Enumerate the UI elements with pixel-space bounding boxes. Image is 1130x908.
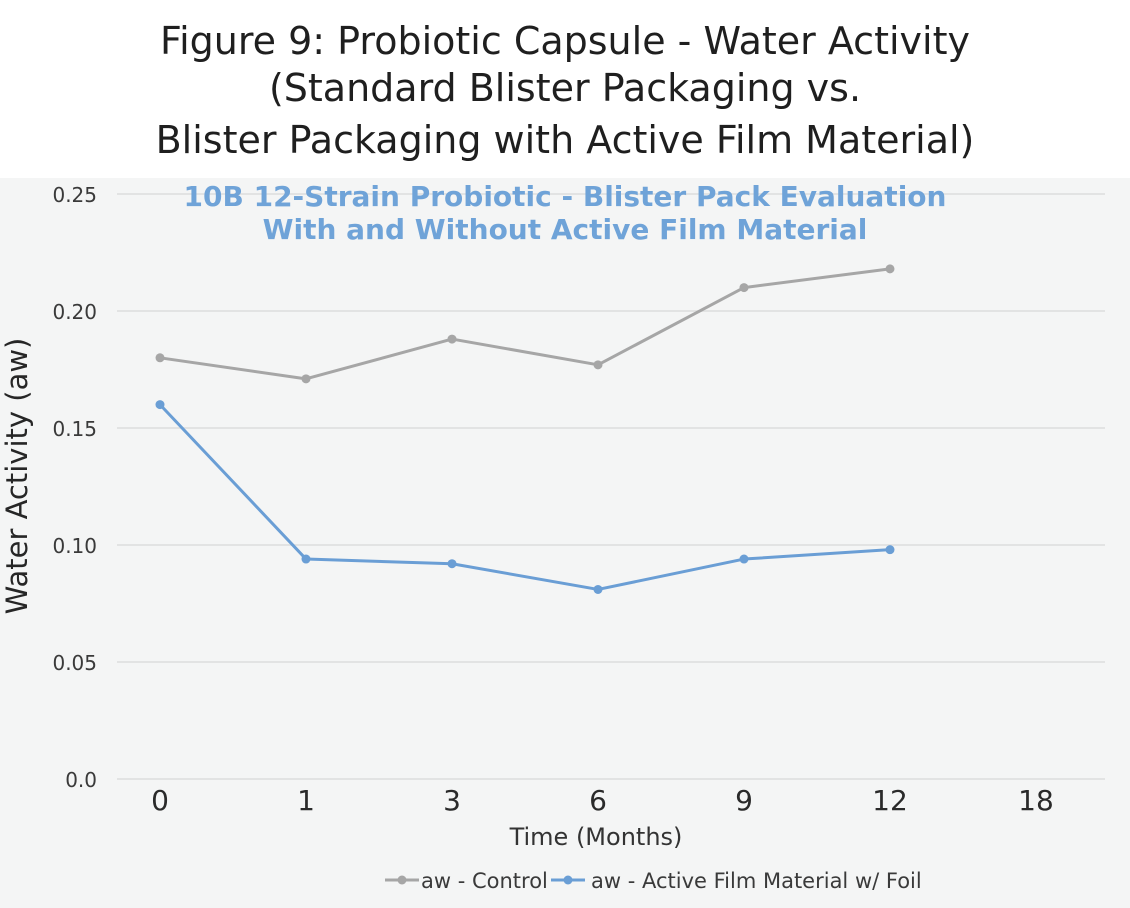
figure-title-line-1: Figure 9: Probiotic Capsule - Water Acti… bbox=[160, 19, 970, 63]
x-tick-label: 18 bbox=[1018, 784, 1054, 817]
x-tick-label: 3 bbox=[443, 784, 461, 817]
y-tick-label: 0.05 bbox=[52, 651, 97, 675]
x-tick-label: 1 bbox=[297, 784, 315, 817]
y-tick-label: 0.25 bbox=[52, 183, 97, 207]
figure-title-line-3: Blister Packaging with Active Film Mater… bbox=[155, 118, 975, 162]
x-tick-label: 0 bbox=[151, 784, 169, 817]
data-point-control bbox=[155, 353, 165, 363]
data-point-active-film bbox=[739, 554, 749, 564]
chart-subtitle: With and Without Active Film Material bbox=[262, 213, 868, 246]
data-point-active-film bbox=[885, 545, 895, 555]
chart-title: 10B 12-Strain Probiotic - Blister Pack E… bbox=[183, 180, 947, 213]
data-point-active-film bbox=[593, 584, 603, 594]
data-point-active-film bbox=[155, 400, 165, 410]
x-tick-label: 9 bbox=[735, 784, 753, 817]
x-axis-title: Time (Months) bbox=[509, 823, 683, 851]
y-tick-label: 0.10 bbox=[52, 534, 97, 558]
data-point-control bbox=[301, 374, 311, 384]
y-tick-label: 0.20 bbox=[52, 300, 97, 324]
legend-marker bbox=[397, 875, 407, 885]
plot-background bbox=[0, 178, 1130, 908]
series-line-control bbox=[159, 267, 891, 381]
x-tick-label: 12 bbox=[872, 784, 908, 817]
y-axis-title: Water Activity (aw) bbox=[0, 338, 34, 615]
data-point-control bbox=[885, 264, 895, 274]
data-point-active-film bbox=[301, 554, 311, 564]
series-line-active-film bbox=[158, 403, 891, 591]
legend-marker bbox=[563, 875, 573, 885]
legend-label: aw - Active Film Material w/ Foil bbox=[591, 869, 922, 893]
legend-label: aw - Control bbox=[421, 869, 548, 893]
data-point-control bbox=[593, 360, 603, 370]
y-tick-label: 0.0 bbox=[65, 768, 97, 792]
data-point-control bbox=[739, 283, 749, 293]
x-tick-label: 6 bbox=[589, 784, 607, 817]
y-tick-label: 0.15 bbox=[52, 417, 97, 441]
data-point-active-film bbox=[447, 559, 457, 569]
data-point-control bbox=[447, 334, 457, 344]
figure-title-line-2: (Standard Blister Packaging vs. bbox=[268, 66, 862, 110]
